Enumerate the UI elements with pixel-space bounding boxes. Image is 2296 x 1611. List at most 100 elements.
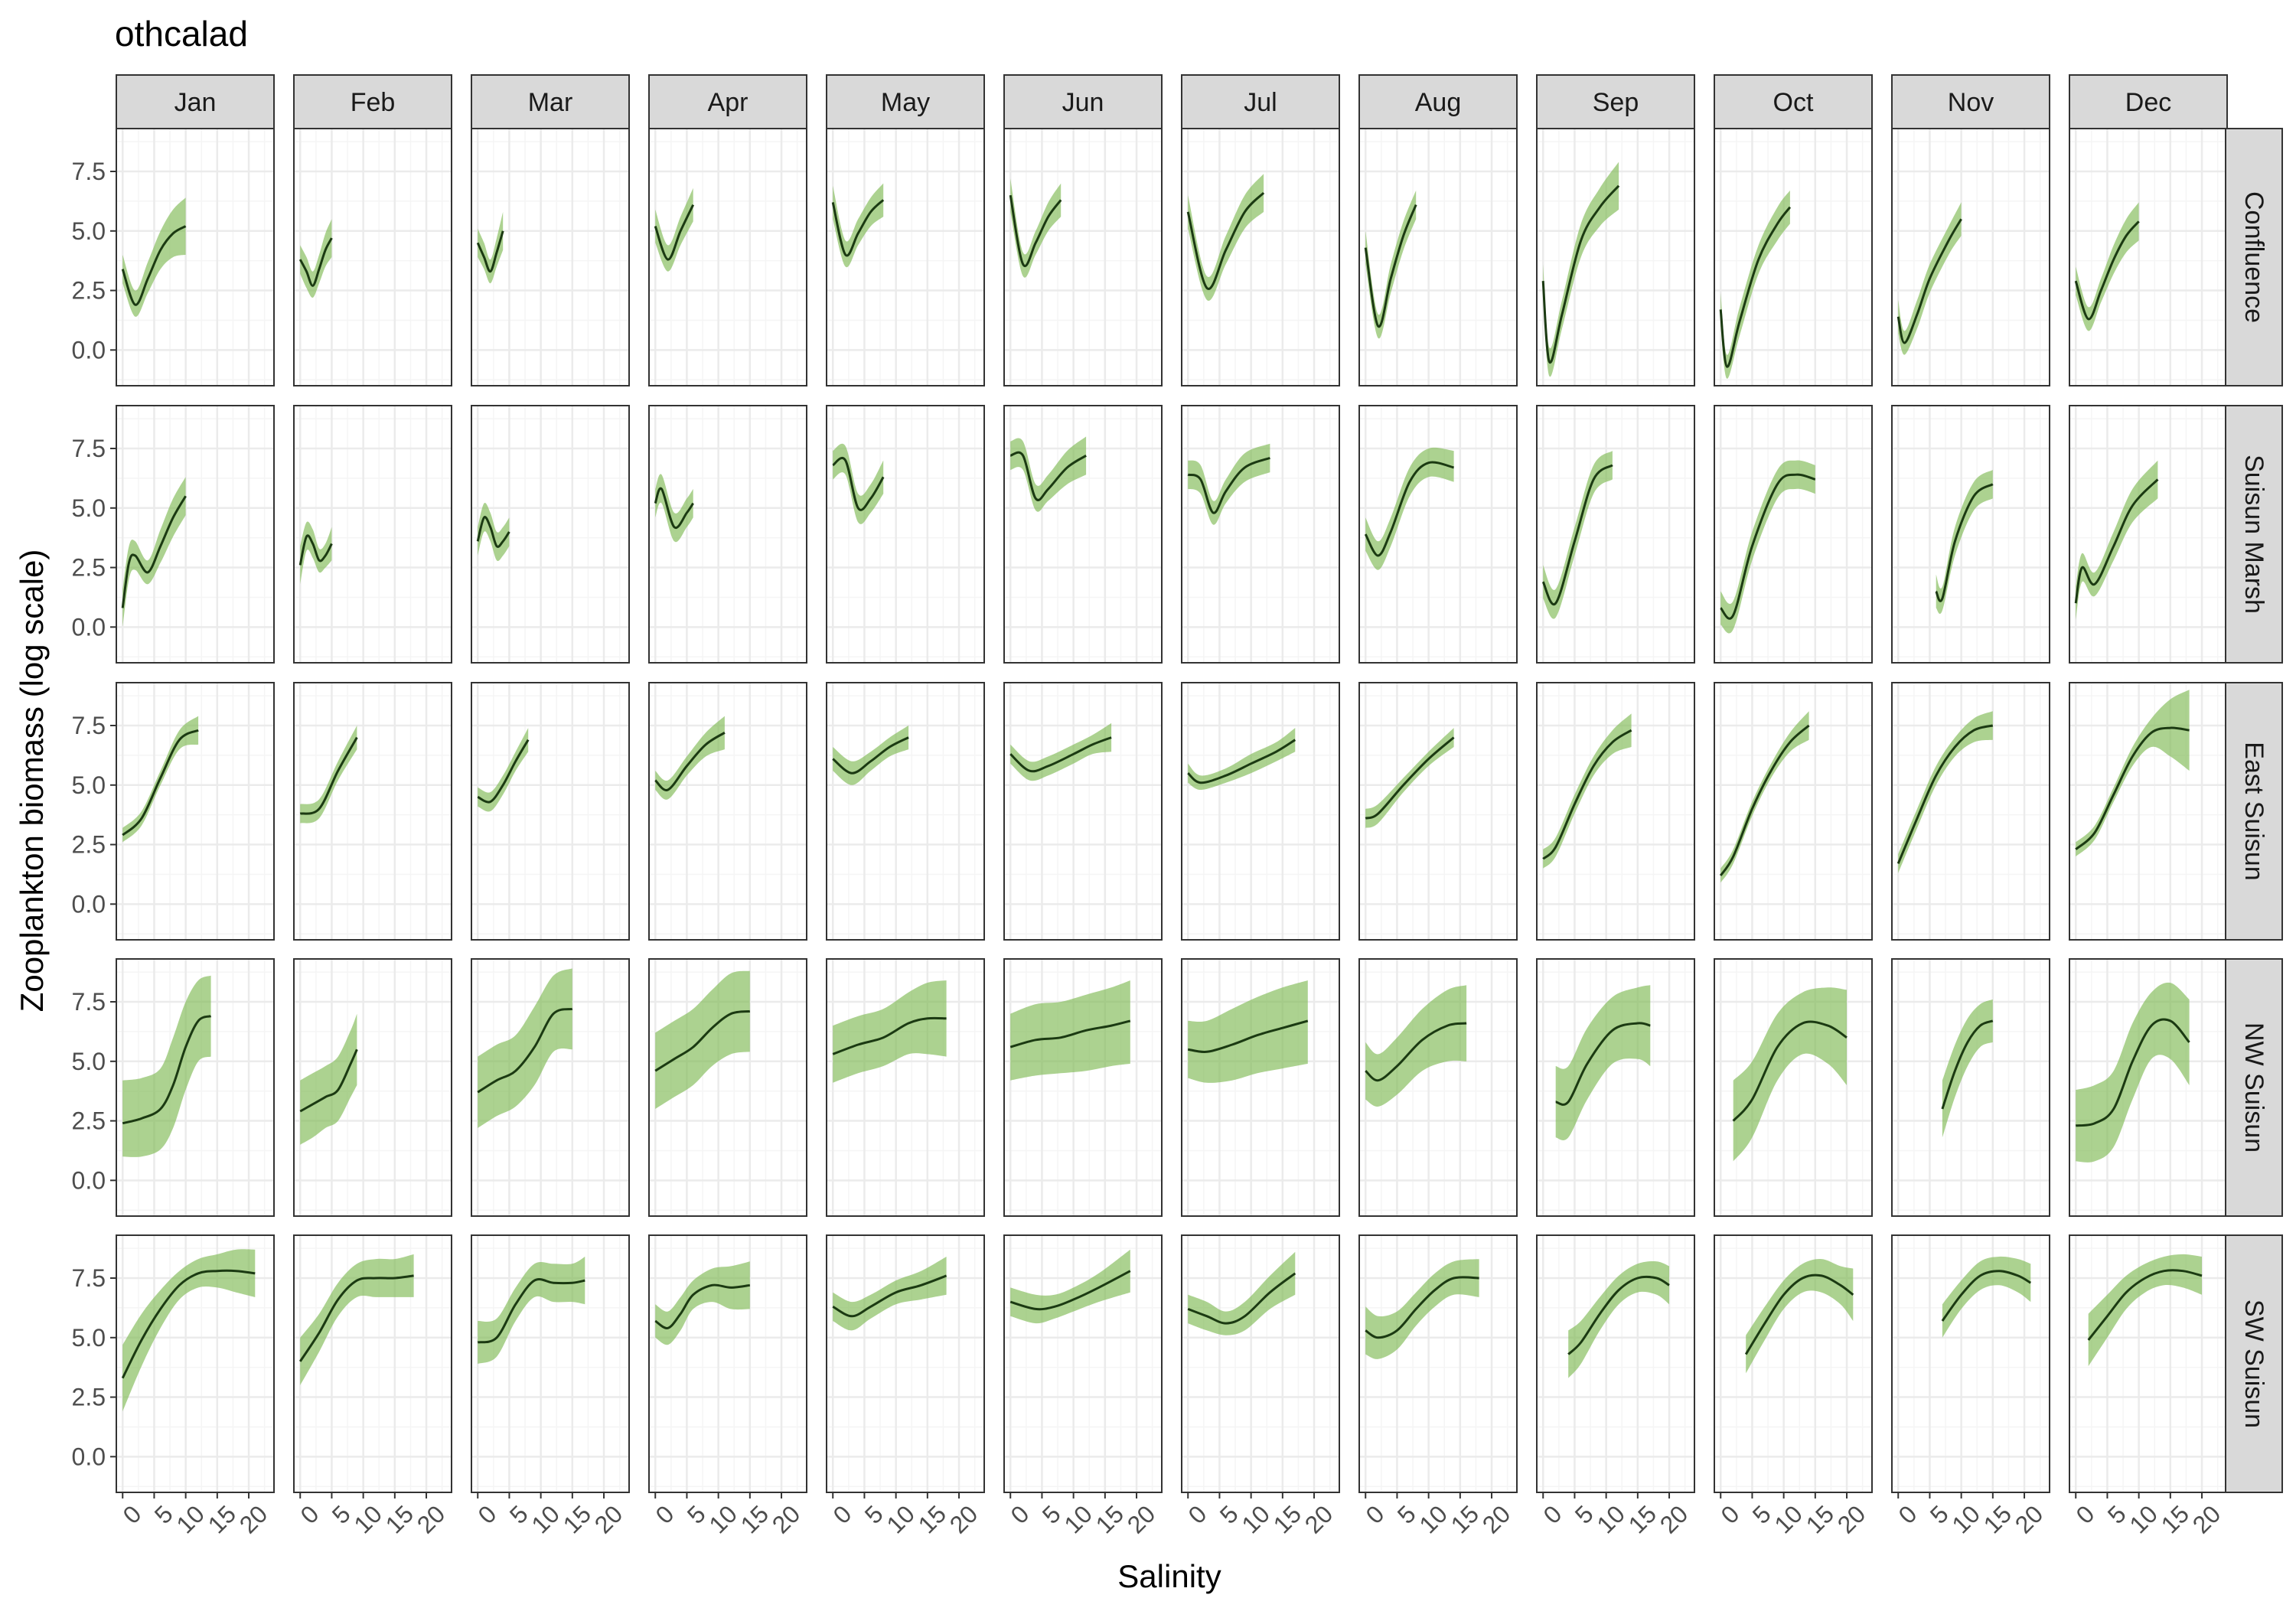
series-line [2087,1269,2203,1341]
panel-suisun-marsh-apr [648,405,807,664]
confidence-ribbon [1365,1259,1479,1359]
panel-background [1892,406,2050,663]
series-line [1896,218,1962,344]
confidence-ribbon [478,968,572,1128]
y-tick-label: 5.0 [72,1048,106,1075]
panel-sw-suisun-jan [116,1234,275,1493]
region-strip-suisun-marsh: Suisun Marsh [2225,405,2283,664]
series-line [1187,1019,1309,1054]
series-line [1365,736,1455,820]
y-axis-title: Zooplankton biomass (log scale) [14,550,50,1013]
series-line [298,237,333,287]
series-line [1187,456,1270,514]
panel-suisun-marsh-dec [2069,405,2228,664]
y-tick-label: 7.5 [72,712,106,739]
panel-border [471,958,630,1217]
panel-east-suisun-jun [1003,682,1163,941]
confidence-ribbon [1010,980,1130,1081]
month-strip-label: Jan [174,88,217,117]
confidence-ribbon [1188,1251,1296,1335]
confidence-ribbon [122,477,186,628]
x-tick-label: 5 [1570,1500,1599,1529]
confidence-ribbon [1010,722,1112,781]
x-tick-label: 5 [859,1500,889,1529]
confidence-ribbon [1188,980,1308,1083]
x-tick-label: 0 [828,1500,857,1529]
panel-background [1182,406,1339,663]
month-strip-box [1358,74,1518,129]
panel-grid [116,128,2228,1493]
confidence-ribbon [1543,713,1632,869]
panel-background [1714,129,1872,386]
series-line [299,736,358,815]
x-axis-title: Salinity [1117,1558,1221,1594]
confidence-ribbon [122,975,211,1157]
panel-confluence-mar [471,128,630,386]
panel-nw-suisun-nov [1891,958,2050,1217]
panel-border [648,1234,807,1493]
panel-background [1892,129,2050,386]
panel-sw-suisun-jul [1181,1234,1340,1493]
panel-nw-suisun-sep [1536,958,1695,1217]
month-strip-box [1891,74,2050,129]
series-line [1009,1270,1131,1311]
x-tick-label: 0 [295,1500,325,1529]
panel-nw-suisun-aug [1358,958,1518,1217]
y-tick-label: 0.0 [72,336,106,364]
confidence-ribbon [655,970,750,1109]
panel-border [471,405,630,664]
month-strips: Jan Feb Mar Apr May Jun Jul Aug Sep Oct Nov Dec [116,74,2228,129]
x-tick-label: 20 [2187,1500,2226,1539]
panel-sw-suisun-apr [648,1234,807,1493]
series-line [1567,1275,1670,1355]
x-tick-label: 20 [944,1500,983,1539]
panel-background [1182,1235,1339,1492]
x-tick-label: 0 [473,1500,502,1529]
series-line [832,1274,947,1318]
x-tick-label: 0 [2071,1500,2100,1529]
panel-background [1182,683,1339,940]
panel-confluence-may [826,128,985,386]
y-tick-label: 0.0 [72,890,106,918]
x-tick-label: 5 [149,1500,178,1529]
panel-border [293,958,452,1217]
panel-border [648,682,807,941]
month-strip-label: Oct [1773,88,1814,117]
month-strip-aug: Aug [1358,74,1518,129]
month-strip-label: Feb [351,88,396,117]
x-tick-label: 0 [118,1500,147,1529]
x-tick-label: 20 [1832,1500,1871,1539]
panel-border [1891,958,2050,1217]
confidence-ribbon [1746,1259,1854,1374]
panel-suisun-marsh-oct [1714,405,1873,664]
y-tick-label: 7.5 [72,435,106,462]
panel-border [471,682,630,941]
panel-border [293,405,452,664]
region-strip-label: NW Suisun [2239,1022,2268,1153]
month-strip-box [1536,74,1695,129]
confidence-ribbon [1720,460,1815,634]
panel-background [1714,406,1872,663]
panel-background [2069,406,2227,663]
region-strip-box [2225,405,2283,664]
series-line [2074,220,2140,321]
panel-east-suisun-may [826,682,985,941]
month-strip-label: Nov [1948,88,1994,117]
confidence-ribbon [833,726,909,785]
panel-sw-suisun-oct [1714,1234,1873,1493]
panel-background [294,129,452,386]
x-tick-label: 5 [1037,1500,1066,1529]
panel-suisun-marsh-sep [1536,405,1695,664]
panel-border [1358,1234,1518,1493]
region-strip-label: East Suisun [2239,742,2268,880]
y-tick-label: 0.0 [72,1166,106,1194]
panel-east-suisun-sep [1536,682,1695,941]
confidence-ribbon [833,443,884,524]
panel-background [649,683,807,940]
y-tick-label: 5.0 [72,1324,106,1352]
month-strip-mar: Mar [471,74,630,129]
confidence-ribbon [2088,1254,2202,1367]
panel-border [1358,682,1518,941]
panel-sw-suisun-feb [293,1234,452,1493]
confidence-ribbon [2076,982,2190,1163]
